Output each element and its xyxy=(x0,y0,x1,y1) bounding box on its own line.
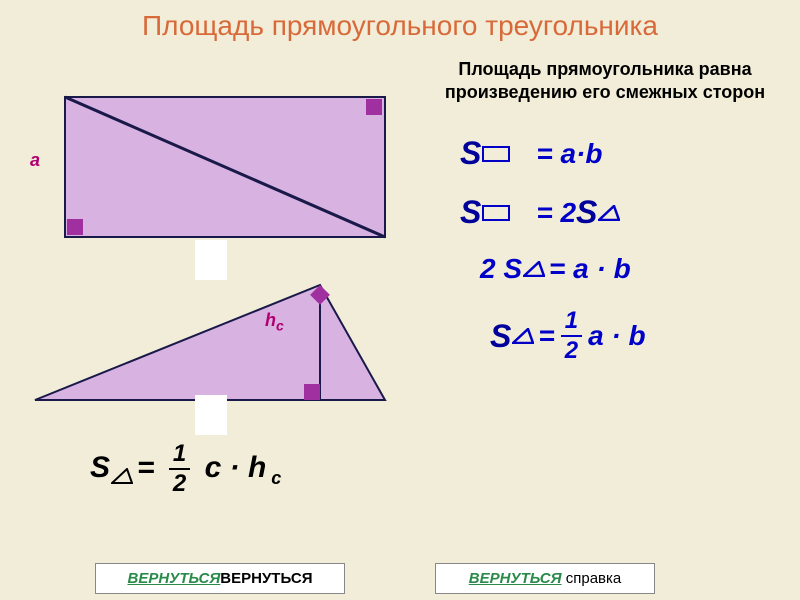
triangle-diagram xyxy=(30,280,390,410)
label-hc: hc xyxy=(265,310,284,334)
formula-triangle-height: S= 12 c · h c xyxy=(90,440,281,498)
back-link[interactable]: ВЕРНУТЬСЯ xyxy=(127,570,220,587)
formula-tri-half: S = 12 a · b xyxy=(490,307,780,365)
back-button-left[interactable]: ВЕРНУТЬСЯВЕРНУТЬСЯ xyxy=(95,563,345,594)
page-title: Площадь прямоугольного треугольника xyxy=(0,0,800,42)
rectangle-svg xyxy=(60,92,390,247)
theorem-text: Площадь прямоугольника равна произведени… xyxy=(430,58,780,103)
formulas-panel: S = a·b S = 2 S 2 S = a · b S = 12 a · b xyxy=(460,135,780,387)
formula-two-tri: 2 S = a · b xyxy=(480,253,780,285)
formula-rect-area: S = a·b xyxy=(460,135,780,172)
arrow-down-1 xyxy=(195,240,227,280)
formula-rect-eq-two-tri: S = 2 S xyxy=(460,194,780,231)
arrow-down-2 xyxy=(195,395,227,435)
back-button-right[interactable]: ВЕРНУТЬСЯ справка xyxy=(435,563,655,594)
triangle-svg xyxy=(30,280,390,410)
rectangle-diagram xyxy=(60,92,390,242)
label-a: a xyxy=(30,150,40,171)
help-link[interactable]: ВЕРНУТЬСЯ xyxy=(469,570,562,587)
